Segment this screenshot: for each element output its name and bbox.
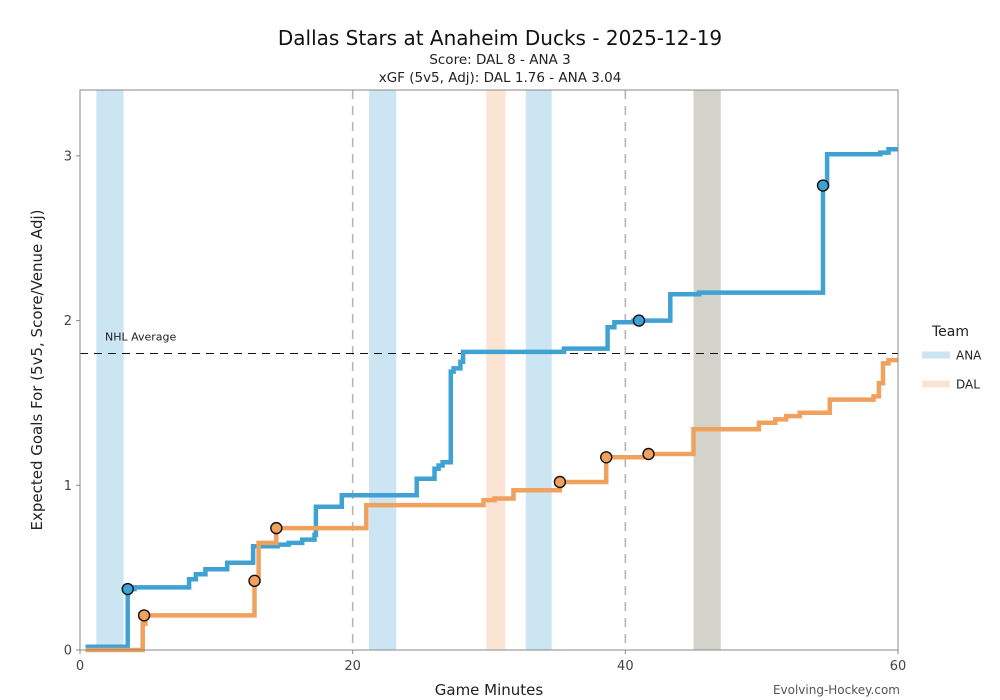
shaded-interval-ana: [525, 90, 552, 650]
goal-marker-dal: [248, 574, 261, 588]
goal-marker-dal: [642, 447, 655, 461]
goal-marker-dal: [600, 451, 613, 464]
shaded-interval-dal: [486, 90, 506, 650]
reference-line-label: NHL Average: [105, 331, 177, 344]
chart-subtitle-score: Score: DAL 8 - ANA 3: [429, 52, 570, 68]
x-axis-label: Game Minutes: [435, 681, 544, 699]
goal-marker-dal: [270, 521, 283, 535]
x-tick-label: 20: [344, 659, 361, 674]
legend-title: Team: [931, 324, 969, 340]
period-lines: [351, 90, 627, 650]
shaded-intervals: [96, 90, 721, 650]
series-line-dal: [85, 357, 898, 653]
legend-label-dal: DAL: [956, 378, 980, 392]
goal-marker-ana: [121, 582, 134, 596]
goal-marker-ana: [632, 314, 646, 327]
shaded-interval-ana: [369, 90, 397, 650]
legend: Team ANA DAL: [922, 324, 982, 392]
x-tick-label: 60: [890, 659, 907, 674]
goal-marker-dal: [553, 475, 567, 489]
chart-subtitle-xgf: xGF (5v5, Adj): DAL 1.76 - ANA 3.04: [379, 70, 622, 86]
y-tick-label: 3: [64, 149, 72, 164]
plot-frame: [79, 89, 899, 651]
x-tick-label: 40: [617, 659, 634, 674]
y-axis-label: Expected Goals For (5v5, Score/Venue Adj…: [28, 210, 46, 531]
y-axis-ticks: 0 1 2 3: [64, 149, 80, 659]
goal-markers: [121, 179, 830, 622]
shaded-interval-ana: [96, 90, 124, 650]
series-lines: [85, 147, 898, 653]
source-credit: Evolving-Hockey.com: [773, 683, 900, 697]
chart-title: Dallas Stars at Anaheim Ducks - 2025-12-…: [278, 26, 722, 50]
x-tick-label: 0: [76, 659, 84, 674]
x-axis-ticks: 0 20 40 60: [76, 650, 906, 674]
series-line-ana: [85, 147, 898, 649]
y-tick-label: 2: [64, 314, 72, 329]
legend-label-ana: ANA: [956, 349, 982, 363]
goal-marker-ana: [816, 179, 830, 192]
shaded-interval-other: [693, 90, 721, 650]
y-tick-label: 0: [64, 644, 72, 659]
y-tick-label: 1: [64, 479, 72, 494]
goal-marker-dal: [137, 609, 151, 622]
